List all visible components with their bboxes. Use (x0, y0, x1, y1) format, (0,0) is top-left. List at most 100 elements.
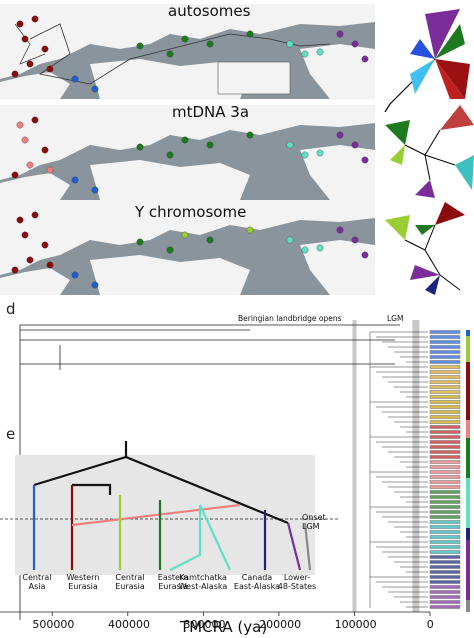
sample-point (336, 226, 344, 234)
leaf-label-mark (429, 605, 461, 609)
leaf-label-mark (429, 445, 461, 449)
sample-point (91, 85, 99, 93)
leaf-label-mark (429, 450, 461, 454)
sample-point (71, 271, 79, 279)
map-autosomes-graphic (0, 4, 375, 99)
map-ychrom-graphic (0, 200, 375, 295)
region-label: Lower- 48-States (272, 573, 322, 591)
sample-point (31, 211, 39, 219)
leaf-label-mark (429, 400, 461, 404)
sample-point (246, 226, 254, 234)
x-axis-ticks (51, 612, 431, 616)
sample-point (361, 156, 369, 164)
dense-leaf-tree (369, 330, 461, 609)
map-ychrom: Y chromosome (0, 200, 375, 295)
leaf-label-mark (429, 425, 461, 429)
region-label-line2: 48-States (277, 582, 317, 591)
leaf-label-mark (429, 370, 461, 374)
leaf-label-mark (429, 365, 461, 369)
leaf-label-mark (429, 440, 461, 444)
leaf-label-mark (429, 525, 461, 529)
summary-tree (0, 441, 340, 575)
sample-point (301, 151, 309, 159)
region-label-line1: Canada (241, 573, 273, 582)
leaf-label-mark (429, 595, 461, 599)
leaf-label-mark (429, 430, 461, 434)
region-label: Western Eurasia (58, 573, 108, 591)
x-tick-label: 500000 (32, 618, 75, 631)
clade-color-segment (466, 362, 470, 420)
leaf-label-mark (429, 560, 461, 564)
region-label-line1: Lower- (283, 573, 311, 582)
leaf-label-mark (429, 465, 461, 469)
leaf-label-mark (429, 515, 461, 519)
annotation-lgm: LGM (387, 314, 404, 323)
x-tick-label: 300000 (183, 618, 226, 631)
sample-point (21, 231, 29, 239)
sample-point (351, 236, 359, 244)
leaf-label-mark (429, 500, 461, 504)
sample-point (11, 266, 19, 274)
sample-point (316, 149, 324, 157)
region-label-line1: Central (22, 573, 52, 582)
clade-color-segment (466, 528, 470, 540)
clade-color-segment (466, 478, 470, 528)
sample-point (166, 151, 174, 159)
sample-point (301, 50, 309, 58)
sample-point (21, 136, 29, 144)
sample-point (41, 45, 49, 53)
sample-point (301, 246, 309, 254)
sample-point (246, 30, 254, 38)
x-tick-label: 0 (426, 618, 434, 631)
leaf-label-mark (429, 380, 461, 384)
summary-tree-branches (32, 441, 312, 571)
sample-point (46, 166, 54, 174)
sample-point (286, 40, 294, 48)
x-tick-label: 400000 (107, 618, 150, 631)
phylogeny-chart (0, 320, 470, 620)
leaf-label-mark (429, 360, 461, 364)
sample-point (31, 15, 39, 23)
region-label-line1: Western (66, 573, 100, 582)
clade-color-strip (466, 330, 470, 612)
leaf-label-mark (429, 490, 461, 494)
x-tick-label: 200000 (259, 618, 302, 631)
sample-point (26, 60, 34, 68)
sample-point (71, 75, 79, 83)
leaf-label-mark (429, 495, 461, 499)
clade-color-segment (466, 540, 470, 600)
clade-color-segment (466, 600, 470, 612)
leaf-label-mark (429, 550, 461, 554)
leaf-label-mark (429, 420, 461, 424)
region-label-line2: Eurasia (158, 582, 188, 591)
leaf-label-mark (429, 340, 461, 344)
sample-point (31, 116, 39, 124)
sample-point (136, 143, 144, 151)
region-label-line2: Asia (28, 582, 46, 591)
sample-point (181, 35, 189, 43)
sample-point (11, 70, 19, 78)
leaf-label-mark (429, 520, 461, 524)
leaf-label-mark (429, 460, 461, 464)
leaf-label-mark (429, 600, 461, 604)
onset-lgm-label: Onset LGM (302, 513, 326, 531)
leaf-label-mark (429, 330, 461, 334)
sample-point (166, 246, 174, 254)
clade-color-segment (466, 336, 470, 362)
beringian-band (352, 320, 357, 612)
x-tick-label: 100000 (334, 618, 377, 631)
region-label-line1: Eastern (157, 573, 189, 582)
map-mtdna: mtDNA 3a (0, 105, 375, 200)
sample-point (41, 241, 49, 249)
region-label-line2: Eurasia (115, 582, 145, 591)
map-title-mtdna: mtDNA 3a (172, 105, 250, 121)
leaf-label-mark (429, 345, 461, 349)
region-label-line1: Kamtchatka (179, 573, 227, 582)
sample-point (316, 244, 324, 252)
leaf-label-mark (429, 505, 461, 509)
sample-point (71, 176, 79, 184)
lgm-band (412, 320, 420, 612)
leaf-label-mark (429, 565, 461, 569)
sample-point (16, 121, 24, 129)
panel-letter-d: d (6, 300, 16, 318)
